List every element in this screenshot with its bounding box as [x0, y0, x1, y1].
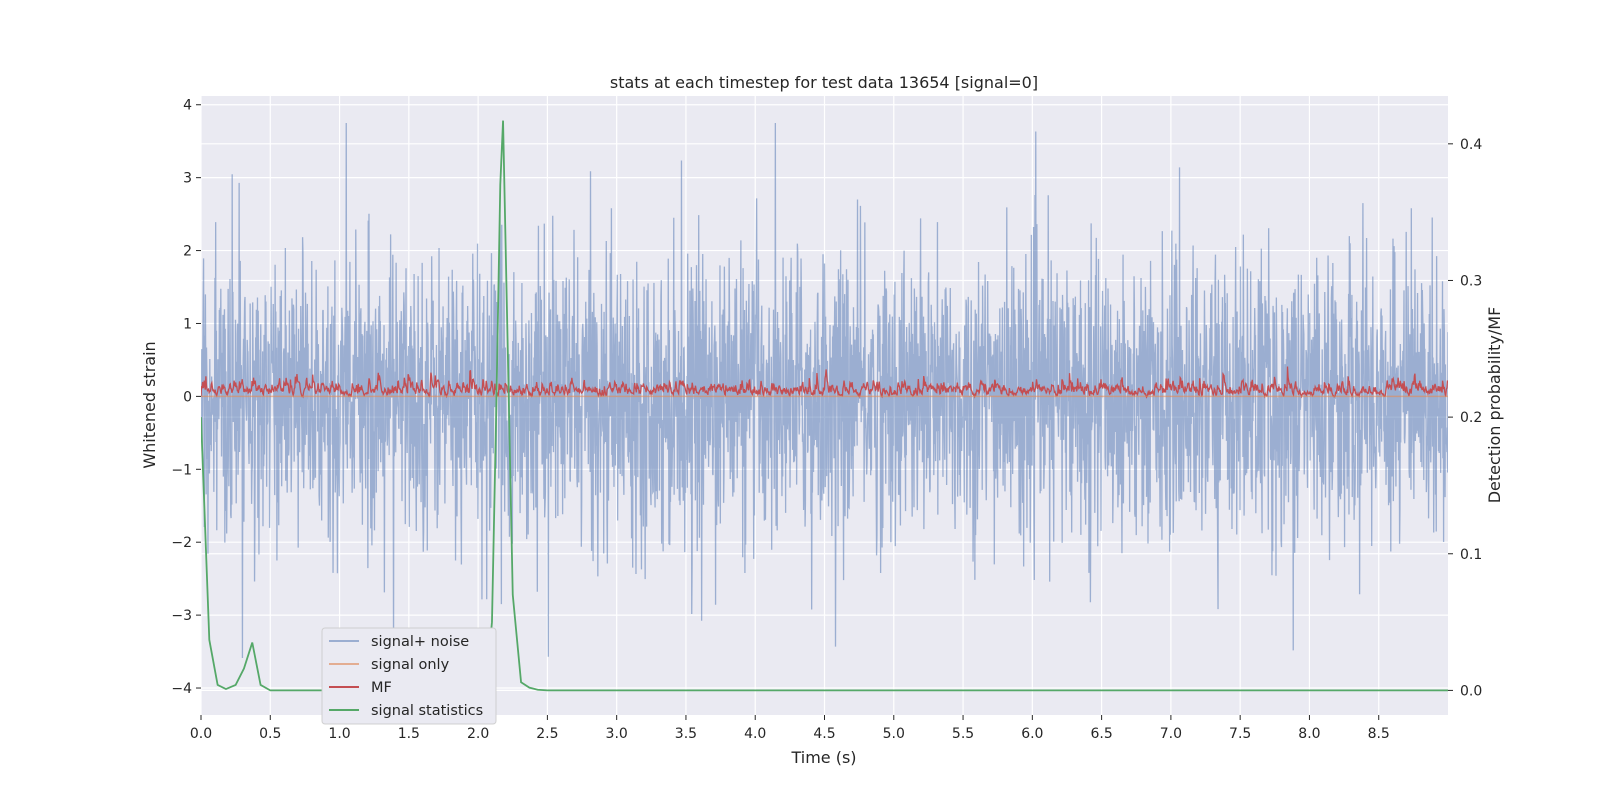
x-tick-label: 0.0: [190, 726, 212, 742]
series-mf: [201, 366, 1448, 399]
y2-tick-label: 0.2: [1460, 410, 1482, 426]
x-axis-label: Time (s): [790, 748, 856, 767]
chart-title: stats at each timestep for test data 136…: [610, 73, 1038, 92]
y-tick-label: −4: [171, 681, 192, 697]
x-tick-label: 1.5: [398, 726, 420, 742]
series-signal-noise: [201, 122, 1448, 659]
x-tick-label: 3.5: [675, 726, 697, 742]
x-tick-label: 2.5: [536, 726, 558, 742]
y-tick-label: 2: [183, 244, 192, 260]
x-tick-label: 0.5: [259, 726, 281, 742]
legend-label-mf: MF: [371, 680, 392, 696]
x-tick-label: 6.0: [1021, 726, 1043, 742]
y2-axis-label: Detection probability/MF: [1485, 307, 1504, 504]
legend-label-noise: signal+ noise: [371, 634, 469, 650]
x-tick-label: 1.0: [328, 726, 350, 742]
legend: signal+ noise signal only MF signal stat…: [321, 627, 497, 725]
x-tick-label: 8.5: [1368, 726, 1390, 742]
x-tick-label: 4.0: [744, 726, 766, 742]
x-tick-label: 7.0: [1160, 726, 1182, 742]
y-tick-label: 3: [183, 171, 192, 187]
mf-line: [201, 366, 1448, 399]
y-tick-label: 1: [183, 316, 192, 332]
y-axis-label: Whitened strain: [140, 341, 159, 468]
x-axis: 0.0 0.5 1.0 1.5 2.0 2.5 3.0 3.5 4.0 4.5 5.0 5.5 6.0 6…: [190, 715, 1390, 742]
y-tick-label: 4: [183, 98, 192, 114]
y-tick-label: −3: [171, 608, 192, 624]
y-tick-label: −2: [171, 535, 192, 551]
y-axis-right: 0.4 0.3 0.2 0.1 0.0: [1448, 137, 1482, 699]
y2-tick-label: 0.1: [1460, 547, 1482, 563]
x-tick-label: 4.5: [813, 726, 835, 742]
y-tick-label: 0: [183, 389, 192, 405]
x-tick-label: 6.5: [1090, 726, 1112, 742]
legend-label-statistics: signal statistics: [371, 703, 483, 719]
x-tick-label: 8.0: [1298, 726, 1320, 742]
legend-label-signal-only: signal only: [371, 657, 450, 673]
x-tick-label: 3.0: [606, 726, 628, 742]
y2-tick-label: 0.3: [1460, 273, 1482, 289]
y2-tick-label: 0.4: [1460, 137, 1482, 153]
noise-line: [201, 122, 1448, 659]
x-tick-label: 7.5: [1229, 726, 1251, 742]
y-axis-left: 4 3 2 1 0 −1 −2 −3 −4: [171, 98, 201, 697]
legend-box: [321, 627, 497, 725]
y-tick-label: −1: [171, 462, 192, 478]
x-tick-label: 2.0: [467, 726, 489, 742]
x-tick-label: 5.0: [883, 726, 905, 742]
y2-tick-label: 0.0: [1460, 683, 1482, 699]
x-tick-label: 5.5: [952, 726, 974, 742]
